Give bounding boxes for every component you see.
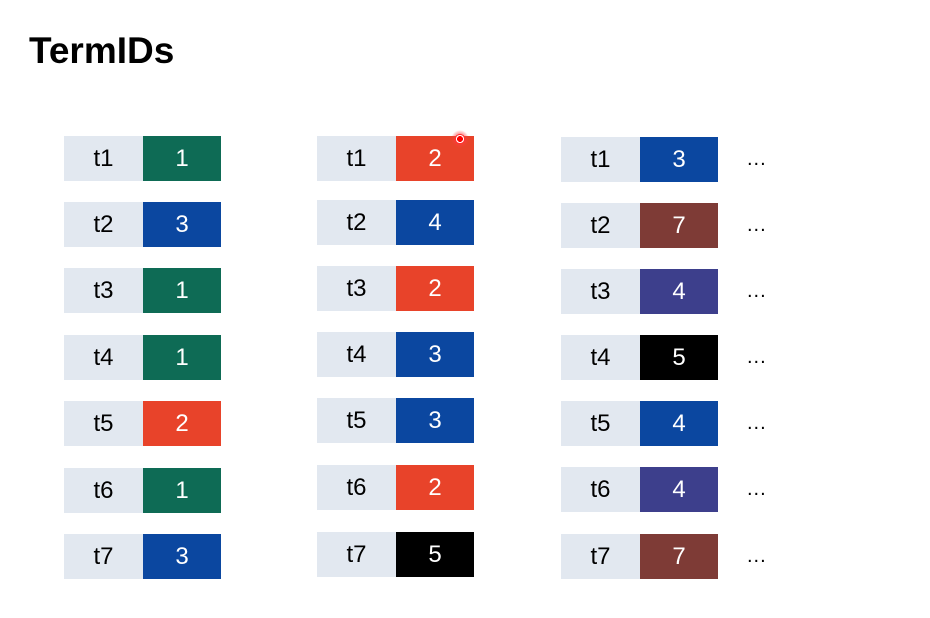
term-label: t3 xyxy=(317,266,396,311)
term-row: t2 7... xyxy=(561,203,766,248)
term-id-value: 3 xyxy=(143,202,221,247)
term-id-value: 2 xyxy=(396,465,474,510)
term-row: t1 3... xyxy=(561,137,766,182)
term-id-value: 3 xyxy=(396,398,474,443)
more-ellipsis: ... xyxy=(747,280,767,302)
more-ellipsis: ... xyxy=(747,545,767,567)
term-id-value: 7 xyxy=(640,534,718,579)
term-id-value: 1 xyxy=(143,136,221,181)
term-label: t1 xyxy=(64,136,143,181)
term-row: t1 2 xyxy=(317,136,474,181)
page-title: TermIDs xyxy=(29,30,175,71)
term-id-value: 1 xyxy=(143,335,221,380)
term-row: t2 3 xyxy=(64,202,221,247)
term-row: t3 2 xyxy=(317,266,474,311)
term-row: t5 4... xyxy=(561,401,766,446)
term-row: t7 7... xyxy=(561,534,766,579)
term-row: t7 5 xyxy=(317,532,474,577)
term-row: t4 5... xyxy=(561,335,766,380)
term-row: t4 1 xyxy=(64,335,221,380)
term-row: t5 2 xyxy=(64,401,221,446)
term-id-value: 3 xyxy=(640,137,718,182)
term-id-value: 5 xyxy=(396,532,474,577)
term-row: t1 1 xyxy=(64,136,221,181)
term-label: t1 xyxy=(561,137,640,182)
term-id-value: 1 xyxy=(143,468,221,513)
more-ellipsis: ... xyxy=(747,478,767,500)
term-label: t2 xyxy=(561,203,640,248)
more-ellipsis: ... xyxy=(747,214,767,236)
term-id-value: 2 xyxy=(143,401,221,446)
term-label: t1 xyxy=(317,136,396,181)
term-label: t6 xyxy=(64,468,143,513)
term-row: t3 1 xyxy=(64,268,221,313)
term-row: t5 3 xyxy=(317,398,474,443)
term-label: t7 xyxy=(64,534,143,579)
term-id-value: 4 xyxy=(640,401,718,446)
term-label: t7 xyxy=(561,534,640,579)
term-id-value: 5 xyxy=(640,335,718,380)
term-label: t6 xyxy=(317,465,396,510)
term-label: t4 xyxy=(317,332,396,377)
term-label: t3 xyxy=(561,269,640,314)
term-id-value: 4 xyxy=(640,269,718,314)
term-row: t6 4... xyxy=(561,467,766,512)
term-id-value: 4 xyxy=(396,200,474,245)
term-label: t3 xyxy=(64,268,143,313)
term-row: t6 1 xyxy=(64,468,221,513)
term-label: t2 xyxy=(64,202,143,247)
term-id-value: 3 xyxy=(396,332,474,377)
term-label: t4 xyxy=(561,335,640,380)
more-ellipsis: ... xyxy=(747,148,767,170)
term-row: t4 3 xyxy=(317,332,474,377)
term-label: t7 xyxy=(317,532,396,577)
more-ellipsis: ... xyxy=(747,346,767,368)
term-row: t6 2 xyxy=(317,465,474,510)
term-label: t5 xyxy=(561,401,640,446)
term-label: t6 xyxy=(561,467,640,512)
more-ellipsis: ... xyxy=(747,412,767,434)
term-row: t7 3 xyxy=(64,534,221,579)
term-id-value: 3 xyxy=(143,534,221,579)
term-row: t2 4 xyxy=(317,200,474,245)
term-label: t5 xyxy=(317,398,396,443)
term-id-value: 7 xyxy=(640,203,718,248)
term-id-value: 1 xyxy=(143,268,221,313)
laser-pointer-dot xyxy=(451,130,469,148)
term-row: t3 4... xyxy=(561,269,766,314)
term-id-value: 2 xyxy=(396,266,474,311)
term-id-value: 4 xyxy=(640,467,718,512)
term-label: t4 xyxy=(64,335,143,380)
term-label: t5 xyxy=(64,401,143,446)
term-label: t2 xyxy=(317,200,396,245)
